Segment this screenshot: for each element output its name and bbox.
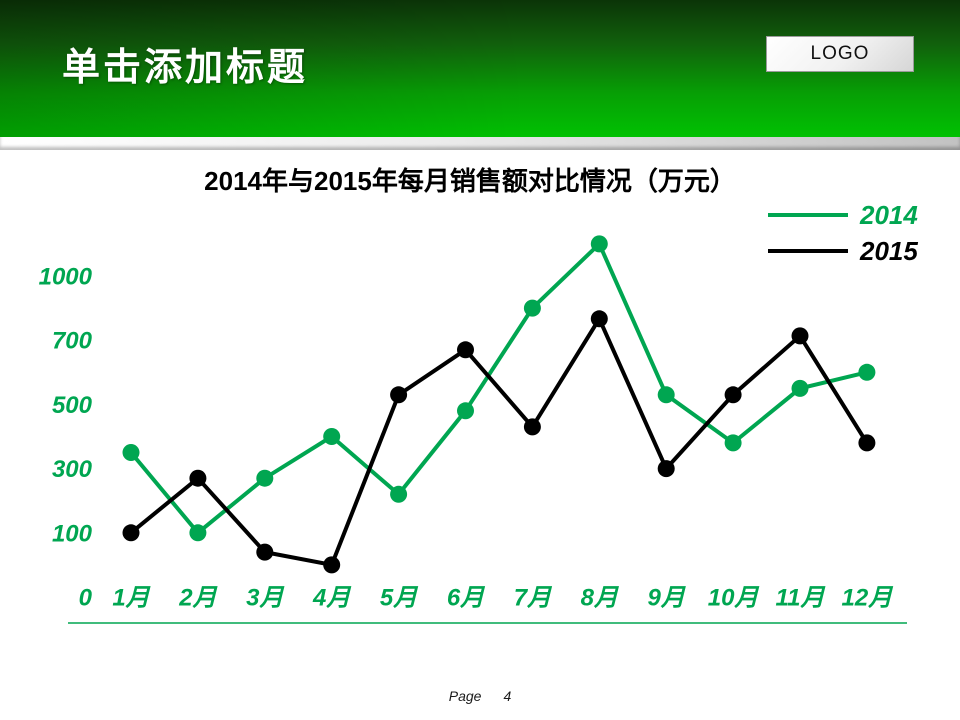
y-axis-tick-label: 0	[79, 585, 93, 612]
legend-item-2014: 2014	[768, 197, 918, 233]
data-point-2015	[189, 469, 207, 487]
x-axis-tick-label: 2月	[178, 585, 217, 612]
data-point-2015	[523, 418, 541, 436]
x-axis-tick-label: 12月	[842, 585, 894, 612]
series-line-2015	[129, 314, 869, 568]
y-axis-tick-label: 700	[52, 328, 93, 355]
slide-header-banner: 单击添加标题 LOGO	[0, 0, 960, 137]
data-point-2014	[323, 428, 341, 445]
legend-item-2015: 2015	[768, 233, 918, 269]
data-point-2014	[590, 235, 608, 253]
data-point-2014	[791, 379, 809, 397]
x-axis-tick-label: 11月	[776, 585, 826, 612]
data-point-2015	[323, 556, 341, 574]
x-axis-tick-label: 3月	[246, 585, 284, 612]
legend-label-2014: 2014	[860, 200, 918, 230]
data-point-2014	[657, 386, 675, 404]
header-divider-strip	[0, 137, 960, 150]
chart-legend: 2014 2015	[768, 197, 918, 269]
logo-placeholder: LOGO	[766, 36, 914, 72]
data-point-2014	[457, 402, 474, 420]
data-point-2015	[390, 386, 408, 404]
x-axis-tick-label: 1月	[112, 585, 150, 612]
x-axis-tick-label: 5月	[380, 585, 418, 612]
data-point-2014	[724, 434, 742, 452]
series-line-2014	[129, 240, 868, 536]
x-axis-tick-label: 6月	[447, 585, 485, 612]
data-point-2014	[858, 363, 876, 381]
data-point-2015	[457, 341, 474, 359]
y-axis-tick-label: 500	[52, 392, 93, 419]
x-axis-tick-label: 9月	[648, 585, 686, 612]
legend-label-2015: 2015	[860, 236, 918, 266]
legend-line-swatch-2015	[768, 249, 848, 253]
x-axis-tick-label: 10月	[708, 585, 760, 612]
footer-page-number: 4	[503, 688, 512, 704]
data-point-2015	[657, 460, 675, 478]
page-footer: Page 4	[0, 688, 960, 704]
data-point-2014	[523, 299, 541, 317]
legend-line-swatch-2014	[768, 213, 848, 217]
x-axis-tick-label: 4月	[312, 585, 351, 612]
data-point-2014	[256, 469, 274, 487]
data-point-2015	[590, 310, 608, 328]
data-point-2015	[256, 543, 274, 561]
data-point-2015	[858, 434, 876, 452]
y-axis-tick-label: 1000	[39, 264, 93, 291]
chart-title: 2014年与2015年每月销售额对比情况（万元）	[204, 166, 736, 196]
x-axis-tick-label: 8月	[581, 585, 619, 612]
data-point-2015	[791, 327, 809, 345]
data-point-2014	[122, 444, 140, 461]
slide-title: 单击添加标题	[62, 47, 309, 89]
x-axis-tick-label: 7月	[514, 585, 552, 612]
footer-page-label: Page	[448, 688, 482, 704]
y-axis-tick-label: 100	[52, 520, 93, 547]
data-point-2015	[724, 386, 742, 404]
data-point-2015	[122, 524, 140, 542]
data-point-2014	[189, 524, 207, 542]
y-axis-tick-label: 300	[52, 456, 93, 483]
data-point-2014	[390, 485, 408, 503]
